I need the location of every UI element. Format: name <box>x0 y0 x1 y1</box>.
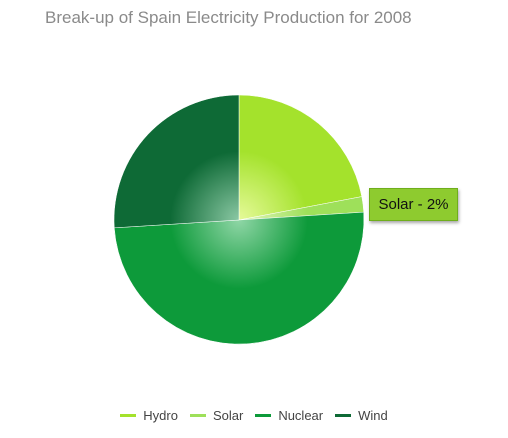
legend-swatch <box>120 414 137 417</box>
legend-item-solar[interactable]: Solar <box>189 408 244 423</box>
legend-swatch <box>189 414 206 417</box>
pie-slice-wind[interactable] <box>113 94 240 229</box>
pie-slice-hydro[interactable] <box>238 94 363 221</box>
legend-label: Hydro <box>143 408 178 423</box>
legend-label: Solar <box>212 408 244 423</box>
legend-swatch <box>335 414 352 417</box>
legend-label: Nuclear <box>278 408 324 423</box>
legend-item-wind[interactable]: Wind <box>335 408 388 423</box>
chart-title: Break-up of Spain Electricity Production… <box>45 8 412 27</box>
pie-slice-nuclear[interactable] <box>113 211 365 345</box>
legend-label: Wind <box>358 408 388 423</box>
legend: Hydro Solar Nuclear Wind <box>0 408 508 423</box>
legend-swatch <box>255 414 272 417</box>
legend-item-hydro[interactable]: Hydro <box>120 408 178 423</box>
tooltip: Solar - 2% <box>369 188 458 221</box>
legend-item-nuclear[interactable]: Nuclear <box>255 408 323 423</box>
